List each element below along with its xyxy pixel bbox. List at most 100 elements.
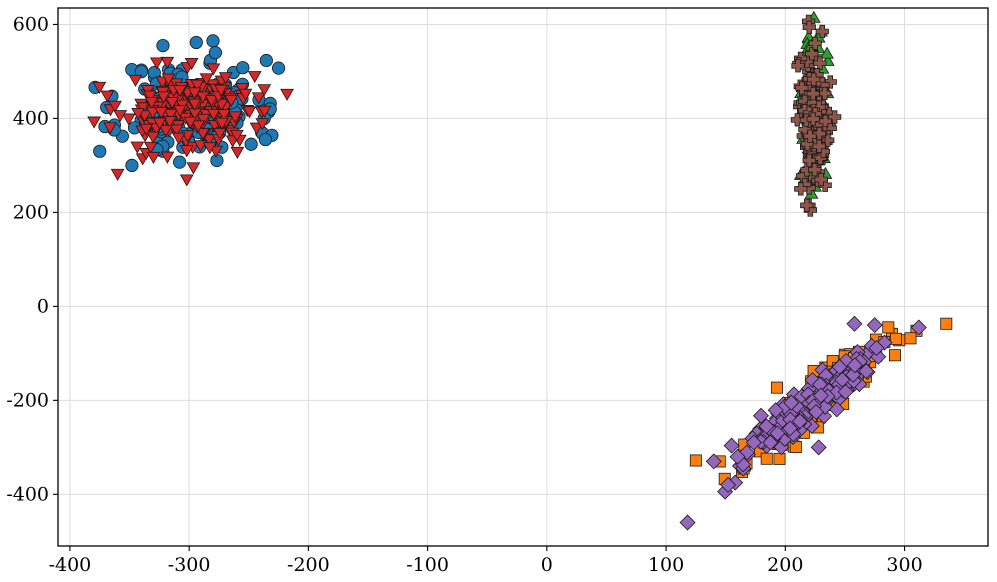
x-tick-label: -200 [287,554,330,576]
data-point [803,129,817,143]
data-point [794,182,808,196]
data-point [165,97,180,110]
data-point [807,72,821,86]
data-point [773,452,786,465]
data-point [242,106,257,119]
y-tick-label: 200 [13,201,49,223]
data-point [187,98,202,111]
y-tick-label: 600 [13,13,49,35]
data-point [280,88,294,101]
data-point [154,106,169,119]
data-point [146,131,160,144]
data-point [882,321,895,334]
data-point [143,141,158,154]
data-point [806,87,820,101]
data-point [845,366,862,383]
data-point [93,144,107,158]
data-point [134,65,149,79]
data-point [846,315,863,332]
data-point [814,172,828,187]
data-point [723,437,740,454]
data-point [160,56,175,69]
data-point [758,418,775,435]
data-point [145,106,160,119]
data-point [152,117,167,130]
data-point [837,383,854,400]
data-point [108,100,122,113]
data-point [769,425,786,442]
x-tick-label: 0 [541,554,553,576]
data-point [271,61,286,75]
y-tick-label: -200 [6,389,49,411]
data-point [110,168,125,181]
data-point [92,81,107,94]
data-point [820,46,834,59]
data-point [173,85,187,98]
data-point [808,403,825,421]
data-point [125,158,139,173]
data-point [815,24,829,39]
y-tick-label: 400 [13,107,49,129]
data-point [191,120,206,133]
data-point [729,448,746,465]
data-point [103,122,117,135]
data-point [762,434,779,451]
data-point [679,514,696,531]
series-diamond [679,315,927,531]
data-point [190,79,205,92]
data-point [244,137,258,151]
data-point [236,61,250,75]
data-point [139,123,154,136]
data-point [187,87,202,100]
data-point [202,142,217,155]
y-tick-label: -400 [6,483,49,505]
data-point [183,116,198,129]
data-point [889,349,902,362]
data-point [790,113,804,127]
data-point [705,453,722,470]
data-point [806,112,820,126]
data-point [940,317,953,330]
data-point [230,146,245,159]
data-point [143,90,157,103]
data-point [87,116,101,129]
data-point [144,97,159,110]
data-point [791,59,805,73]
data-point [160,151,175,164]
x-tick-label: -300 [168,554,211,576]
data-point [173,155,187,169]
data-point [738,444,755,461]
data-point [189,35,203,50]
data-point [870,348,887,365]
data-point [904,332,917,345]
data-point [113,110,128,123]
data-point [249,122,264,135]
data-point [805,47,819,61]
data-point [156,91,171,104]
data-point [812,387,829,404]
data-point [745,434,762,451]
data-point [128,74,143,87]
data-point [255,118,270,131]
data-point [186,162,201,175]
data-point [146,151,161,164]
data-point [689,454,702,467]
x-tick-label: 200 [767,554,803,576]
data-point [910,319,927,336]
data-point [208,46,222,60]
data-point [202,134,217,147]
data-point [224,94,239,108]
data-point [251,92,266,105]
data-point [172,104,187,118]
data-point [100,90,115,103]
data-point [866,317,883,334]
data-point [204,94,219,107]
data-point [781,420,799,437]
x-tick-label: 100 [648,554,684,576]
series-layer [87,10,953,531]
data-point [169,124,184,137]
data-point [158,124,173,137]
data-point [783,394,800,411]
data-point [238,88,253,101]
data-point [831,358,848,375]
